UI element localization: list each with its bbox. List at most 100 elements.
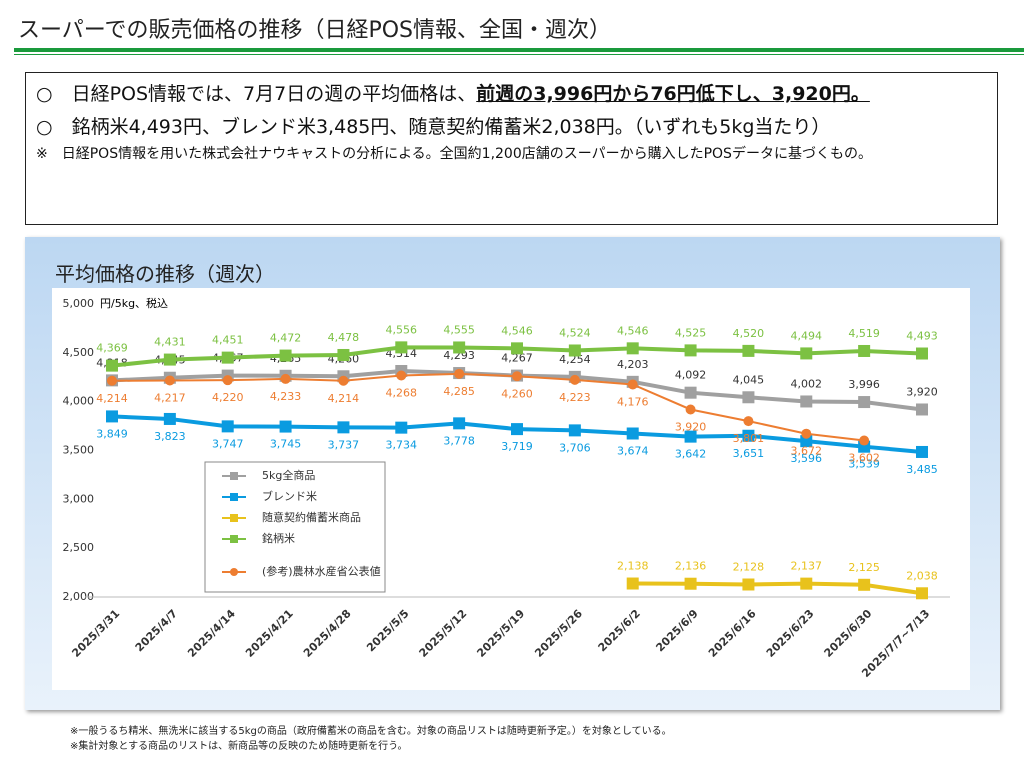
- data-label: 3,747: [212, 437, 244, 450]
- point: [337, 421, 350, 434]
- legend-label: 銘柄米: [262, 531, 295, 545]
- data-label: 3,734: [386, 439, 418, 452]
- point: [626, 427, 639, 440]
- data-label: 4,546: [501, 324, 533, 337]
- point: [279, 349, 292, 362]
- point: [164, 375, 175, 386]
- data-label: 4,451: [212, 334, 244, 347]
- point: [916, 445, 928, 458]
- data-label: 4,045: [733, 373, 765, 386]
- data-label: 2,138: [617, 560, 649, 573]
- y-tick-label: 2,500: [63, 541, 95, 554]
- point: [626, 342, 639, 355]
- point: [858, 396, 871, 409]
- series: 3,849 3,823 3,747 3,745 3,737 3,734 3,778 3,719…: [96, 410, 938, 476]
- point: [280, 373, 291, 384]
- data-label: 4,268: [386, 386, 418, 399]
- legend-marker: [230, 514, 238, 522]
- y-tick-label: 4,500: [63, 346, 95, 359]
- legend-marker: [230, 493, 238, 501]
- bullet-emphasis: 前週の3,996円から76円低下し、3,920円。: [476, 83, 870, 105]
- data-label: 3,706: [559, 441, 591, 454]
- y-tick-label: 5,000: [63, 297, 95, 310]
- series: 2,138 2,136 2,128 2,137 2,125 2,038: [617, 560, 938, 600]
- data-label: 2,038: [906, 569, 938, 582]
- data-label: 2,136: [675, 560, 707, 573]
- data-label: 2,125: [848, 561, 880, 574]
- series: 4,369 4,431 4,451 4,472 4,478 4,556 4,555 4,546…: [96, 323, 938, 372]
- y-axis-unit: 円/5kg、税込: [100, 296, 168, 310]
- legend-label: 5kg全商品: [262, 468, 315, 482]
- point: [279, 420, 292, 433]
- data-label: 3,745: [270, 438, 302, 451]
- point: [684, 344, 697, 357]
- point: [684, 430, 697, 443]
- data-label: 3,823: [154, 430, 186, 443]
- data-label: 3,602: [848, 452, 880, 465]
- legend-label: (参考)農林水産省公表値: [262, 564, 381, 578]
- data-label: 3,596: [791, 452, 823, 465]
- point: [107, 375, 117, 386]
- point: [742, 429, 755, 442]
- data-label: 3,778: [443, 434, 475, 447]
- data-label: 4,214: [328, 392, 360, 405]
- bullet: ○ 日経POS情報では、7月7日の週の平均価格は、前週の3,996円から76円低…: [36, 81, 987, 108]
- y-tick-label: 3,000: [63, 492, 95, 505]
- rule: [14, 54, 1024, 55]
- point: [743, 416, 754, 427]
- data-label: 3,674: [617, 445, 649, 458]
- data-label: 2,137: [791, 560, 823, 573]
- data-label: 4,223: [559, 391, 591, 404]
- point: [742, 344, 755, 357]
- point: [859, 435, 870, 446]
- point: [800, 435, 813, 448]
- data-label: 4,431: [154, 336, 186, 349]
- point: [627, 379, 638, 390]
- note: ※ 日経POS情報を用いた株式会社ナウキャストの分析による。全国約1,200店舗…: [36, 146, 872, 162]
- series-line: [632, 581, 923, 596]
- point: [858, 344, 871, 357]
- data-label: 3,737: [328, 438, 360, 451]
- rule: [14, 48, 1024, 52]
- data-label: 3,719: [501, 440, 533, 453]
- legend-label: ブレンド米: [262, 489, 317, 503]
- point: [742, 391, 755, 404]
- point: [626, 577, 639, 590]
- point: [512, 371, 522, 382]
- point: [338, 375, 349, 386]
- data-label: 4,472: [270, 332, 302, 345]
- data-label: 4,493: [906, 330, 938, 343]
- footnote: ※集計対象とする商品のリストは、新商品等の反映のため随時更新を行う。: [70, 741, 408, 752]
- chart-title: 平均価格の推移（週次）: [55, 262, 275, 286]
- point: [395, 421, 408, 434]
- summary-box: ○ 日経POS情報では、7月7日の週の平均価格は、前週の3,996円から76円低…: [25, 72, 998, 225]
- data-label: 3,801: [733, 432, 765, 445]
- point: [163, 353, 176, 366]
- data-label: 2,128: [733, 560, 765, 573]
- point: [569, 374, 580, 385]
- data-label: 4,267: [501, 352, 533, 365]
- point: [337, 348, 350, 361]
- point: [801, 428, 812, 439]
- point: [568, 344, 581, 357]
- y-tick-label: 4,000: [63, 395, 95, 408]
- legend-marker: [230, 472, 238, 480]
- data-label: 3,642: [675, 448, 707, 461]
- bullet-text: ○ 日経POS情報では、7月7日の週の平均価格は、: [36, 83, 477, 105]
- data-label: 4,254: [559, 353, 591, 366]
- point: [454, 368, 465, 379]
- point: [106, 410, 118, 423]
- footnote: ※一般うるち精米、無洗米に該当する5kgの商品（政府備蓄米の商品を含む。対象の商…: [70, 726, 672, 737]
- data-label: 4,220: [212, 391, 244, 404]
- point: [916, 587, 928, 600]
- point: [685, 404, 696, 415]
- legend-marker: [230, 535, 238, 543]
- point: [396, 370, 407, 381]
- data-label: 3,920: [906, 385, 938, 398]
- data-label: 4,002: [791, 377, 823, 390]
- data-label: 4,494: [791, 329, 823, 342]
- data-label: 4,260: [501, 387, 533, 400]
- y-tick-label: 3,500: [63, 444, 95, 457]
